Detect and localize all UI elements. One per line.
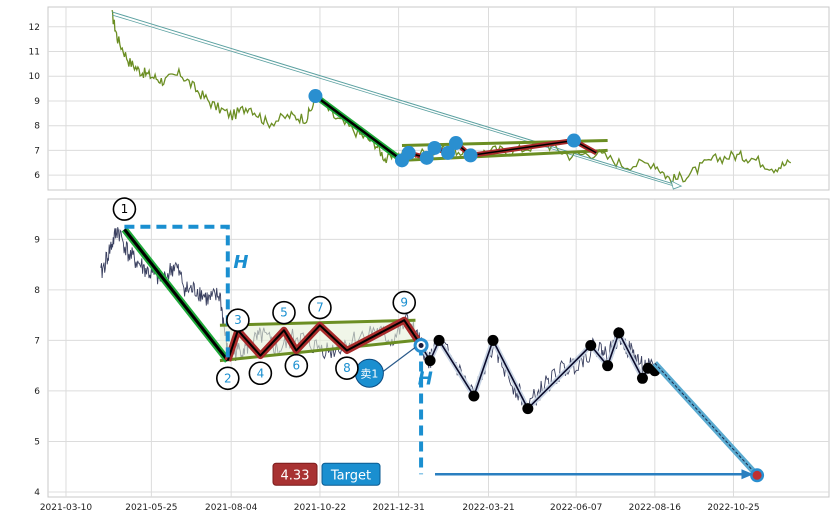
wave-label-circle — [308, 295, 332, 320]
xtick-label: 2021-05-25 — [125, 503, 177, 513]
top-ytick-label: 12 — [29, 23, 40, 33]
projection-pivot-marker — [602, 360, 614, 372]
wave-label-text: 8 — [343, 361, 351, 375]
top-pivot-marker — [448, 136, 463, 151]
wave-label-circle — [392, 290, 417, 315]
top-ytick-label: 9 — [34, 97, 40, 107]
xtick-label: 2022-06-07 — [550, 503, 602, 513]
h-marker-label: H — [418, 368, 433, 389]
xtick-label: 2022-10-25 — [707, 503, 759, 513]
xtick-label: 2021-12-31 — [372, 503, 424, 513]
wave-label-text: 9 — [400, 296, 408, 310]
top-price-line — [111, 9, 792, 187]
xtick-label: 2021-10-22 — [294, 503, 346, 513]
target-arrow-inner — [654, 362, 758, 476]
top-pivot-marker — [419, 150, 434, 165]
wave-label-circle — [284, 353, 309, 378]
top-channel-lower — [401, 148, 608, 162]
wave-label-circle — [272, 300, 296, 325]
top-down-leg-inner — [314, 95, 403, 162]
wave-label-text: 6 — [293, 359, 301, 373]
wave-label-text: 1 — [121, 202, 129, 216]
wave-label-circle — [248, 361, 273, 386]
projection-start-dot — [418, 342, 424, 348]
bottom-channel-lower — [219, 338, 416, 363]
target-point — [752, 470, 762, 480]
bottom-ytick-label: 5 — [34, 437, 40, 447]
top-ytick-label: 7 — [34, 146, 40, 156]
top-trend-arrowhead — [670, 180, 683, 190]
target-hline-arrowhead — [741, 469, 754, 480]
wave-label-text: 7 — [316, 301, 324, 315]
projection-pivot-marker — [613, 327, 625, 339]
wave-label-circle — [226, 308, 250, 333]
wave-label-circle — [215, 366, 240, 391]
top-ytick-label: 10 — [29, 72, 41, 82]
bottom-ytick-label: 9 — [34, 235, 40, 245]
xtick-label: 2022-08-16 — [629, 503, 682, 513]
top-pivot-marker — [441, 145, 456, 160]
top-trend-line-inner — [111, 14, 678, 188]
xtick-label: 2021-08-04 — [205, 503, 258, 513]
top-trend-line — [111, 11, 678, 186]
top-ytick-label: 11 — [29, 48, 40, 58]
projection-pivot-marker — [585, 339, 597, 351]
top-ytick-label: 6 — [34, 171, 40, 181]
wave-label-circle — [112, 197, 137, 221]
projection-pivot-marker — [468, 390, 480, 402]
projection-pivot-marker — [424, 355, 436, 367]
bottom-down-leg-inner — [123, 228, 229, 362]
h-marker-label: H — [233, 252, 248, 273]
wave-label-text: 4 — [257, 366, 265, 380]
bottom-ytick-label: 4 — [34, 488, 40, 498]
bottom-plot-area — [47, 198, 830, 498]
top-panel: 12 11 10 9 8 7 6 — [29, 6, 830, 191]
xtick-label: 2022-03-21 — [462, 503, 514, 513]
top-pivot-marker — [566, 133, 581, 148]
projection-pivot-marker — [433, 334, 445, 346]
top-pivot-marker — [308, 89, 323, 104]
top-pivot-marker — [401, 145, 416, 160]
projection-pivot-marker — [636, 372, 648, 384]
bottom-zigzag-inner — [226, 319, 422, 361]
target-value-badge — [272, 462, 318, 486]
wave-label-text: 5 — [280, 306, 288, 320]
target-label-badge — [321, 462, 381, 486]
bottom-ytick-label: 6 — [34, 387, 40, 397]
target-label-text: Target — [330, 468, 371, 483]
top-ytick-label: 8 — [34, 122, 40, 132]
bottom-ytick-label: 7 — [34, 336, 40, 346]
top-pivot-marker — [463, 148, 478, 163]
sell-signal-label: 卖1 — [360, 367, 378, 380]
wave-label-text: 3 — [234, 313, 242, 327]
sell-signal-pointer — [383, 346, 416, 372]
top-pivot-marker — [427, 140, 442, 155]
target-value-text: 4.33 — [281, 468, 310, 483]
bottom-ytick-label: 8 — [34, 286, 40, 296]
top-plot-area — [47, 6, 830, 191]
wave-label-circle — [335, 356, 359, 381]
projection-pivot-marker — [522, 403, 534, 415]
projection-pivot-marker — [487, 334, 499, 346]
wave-label-text: 2 — [224, 371, 232, 385]
xtick-label: 2021-03-10 — [40, 503, 93, 513]
